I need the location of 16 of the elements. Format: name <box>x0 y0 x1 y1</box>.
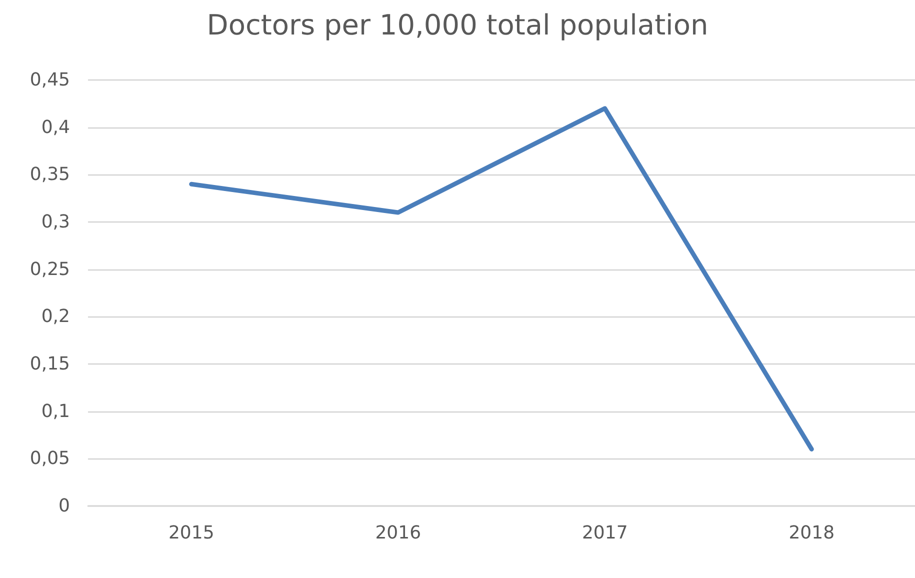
y-tick-label: 0,25 <box>30 258 70 280</box>
chart-title: Doctors per 10,000 total population <box>206 8 708 42</box>
y-tick-label: 0,1 <box>41 400 70 422</box>
y-tick-label: 0,4 <box>41 116 70 138</box>
y-tick-label: 0,15 <box>30 354 70 374</box>
y-tick-label: 0,3 <box>41 212 70 232</box>
y-tick-label: 0,2 <box>41 306 70 328</box>
x-tick-label: 2017 <box>582 522 628 544</box>
y-tick-label: 0 <box>58 496 70 516</box>
x-tick-label: 2015 <box>168 522 214 544</box>
x-tick-label: 2018 <box>788 522 835 544</box>
y-tick-label: 0,05 <box>30 448 70 470</box>
y-tick-label: 0,45 <box>30 70 70 90</box>
x-tick-label: 2016 <box>375 522 422 544</box>
line-series <box>189 106 814 452</box>
y-tick-label: 0,35 <box>30 164 70 186</box>
